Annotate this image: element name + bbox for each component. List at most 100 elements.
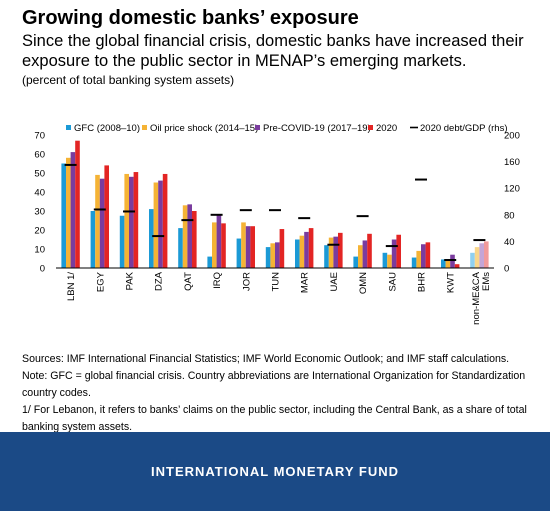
bar (421, 244, 426, 268)
right-axis-tick-label: 80 (504, 210, 515, 221)
imf-footer-banner: INTERNATIONAL MONETARY FUND (0, 432, 550, 511)
bar (275, 242, 280, 268)
bar (187, 204, 192, 268)
x-axis-tick-label: OMN (358, 272, 369, 294)
bar (411, 257, 417, 268)
bar (333, 236, 338, 268)
bar (129, 176, 134, 268)
right-axis-tick-label: 160 (504, 157, 520, 168)
x-axis-tick-label: LBN 1/ (66, 272, 77, 301)
legend-label: Oil price shock (2014–15) (150, 123, 258, 134)
legend-swatch (368, 125, 373, 130)
bar (474, 247, 480, 268)
left-axis-tick-label: 60 (34, 150, 45, 161)
bar (61, 163, 66, 268)
bar (441, 259, 446, 268)
bar (391, 239, 397, 268)
bar (192, 211, 197, 268)
x-axis-tick-label: EGY (95, 271, 106, 292)
bar (95, 174, 100, 268)
chart-unit-label: (percent of total banking system assets) (22, 73, 235, 87)
bar (221, 223, 226, 268)
bar (299, 235, 305, 268)
left-axis-tick-label: 0 (40, 264, 45, 275)
legend-swatch (66, 125, 71, 130)
bar (454, 264, 460, 268)
imf-footer-label: INTERNATIONAL MONETARY FUND (151, 464, 399, 479)
lebanon-footnote: 1/ For Lebanon, it refers to banks’ clai… (22, 404, 527, 433)
x-axis-tick-label: TUN (271, 272, 282, 292)
bar (484, 241, 489, 268)
bar (382, 252, 388, 268)
bar (470, 252, 475, 268)
sources-note: Sources: IMF International Financial Sta… (22, 353, 510, 365)
bar (99, 178, 105, 268)
bar (104, 165, 109, 268)
x-axis-tick-label: IRQ (212, 272, 223, 289)
right-axis-tick-label: 200 (504, 131, 520, 142)
bar (425, 242, 431, 268)
bar (236, 238, 242, 268)
right-axis-tick-label: 0 (504, 264, 509, 275)
legend-label: 2020 (376, 123, 397, 134)
abbreviation-note: Note: GFC = global financial crisis. Cou… (22, 370, 526, 399)
bar (207, 256, 212, 268)
bar (353, 256, 358, 268)
bar (396, 234, 401, 268)
legend-label: GFC (2008–10) (74, 123, 140, 134)
bar (153, 182, 159, 268)
x-axis-tick-label: BHR (417, 272, 428, 292)
bar (250, 226, 255, 268)
chart-subtitle: Since the global financial crisis, domes… (22, 32, 524, 70)
bar (162, 173, 168, 268)
bar (367, 233, 372, 268)
bar (328, 237, 334, 268)
bar (479, 243, 484, 268)
left-axis-tick-label: 20 (34, 226, 45, 237)
x-axis-tick-label: PAK (125, 271, 136, 290)
bar (178, 228, 183, 268)
x-axis-tick-label: KWT (446, 272, 457, 293)
bar (70, 152, 76, 268)
bar (75, 140, 80, 268)
right-axis-tick-label: 120 (504, 184, 520, 195)
bar (324, 245, 329, 268)
bar (133, 172, 139, 268)
x-axis-tick-label: SAU (387, 272, 398, 292)
legend-swatch (255, 125, 260, 130)
legend-label: 2020 debt/GDP (rhs) (420, 123, 507, 134)
bar (149, 209, 154, 268)
bar (241, 222, 246, 268)
right-axis-tick-label: 40 (504, 237, 515, 248)
bar (119, 215, 125, 268)
bar (445, 260, 451, 268)
left-axis-tick-label: 10 (34, 245, 45, 256)
x-axis-tick-label: DZA (154, 271, 165, 291)
legend-swatch (142, 125, 147, 130)
bar (416, 250, 421, 268)
bar-chart: GFC (2008–10) Oil price shock (2014–15) Pr… (34, 123, 520, 325)
bar (295, 239, 300, 268)
bar (308, 228, 314, 268)
x-axis-tick-label: JOR (241, 272, 252, 291)
left-axis-tick-label: 70 (34, 131, 45, 142)
bar (124, 173, 129, 268)
x-axis-tick-label: non-ME&CAEMs (471, 271, 492, 324)
bar (216, 214, 222, 268)
bar (265, 247, 271, 268)
bar (450, 254, 455, 268)
bar (358, 245, 363, 268)
bar (66, 157, 71, 268)
bar (338, 232, 343, 268)
bar (245, 226, 251, 268)
x-axis-tick-label: QAT (183, 272, 194, 291)
bar (270, 243, 275, 268)
bar (158, 180, 163, 268)
bar (279, 229, 285, 268)
bar (304, 231, 309, 268)
bar (362, 240, 368, 268)
x-axis-tick-label: MAR (300, 272, 311, 293)
legend-label: Pre-COVID-19 (2017–19) (263, 123, 371, 134)
x-axis-tick-label: UAE (329, 272, 340, 292)
bar (212, 222, 217, 268)
